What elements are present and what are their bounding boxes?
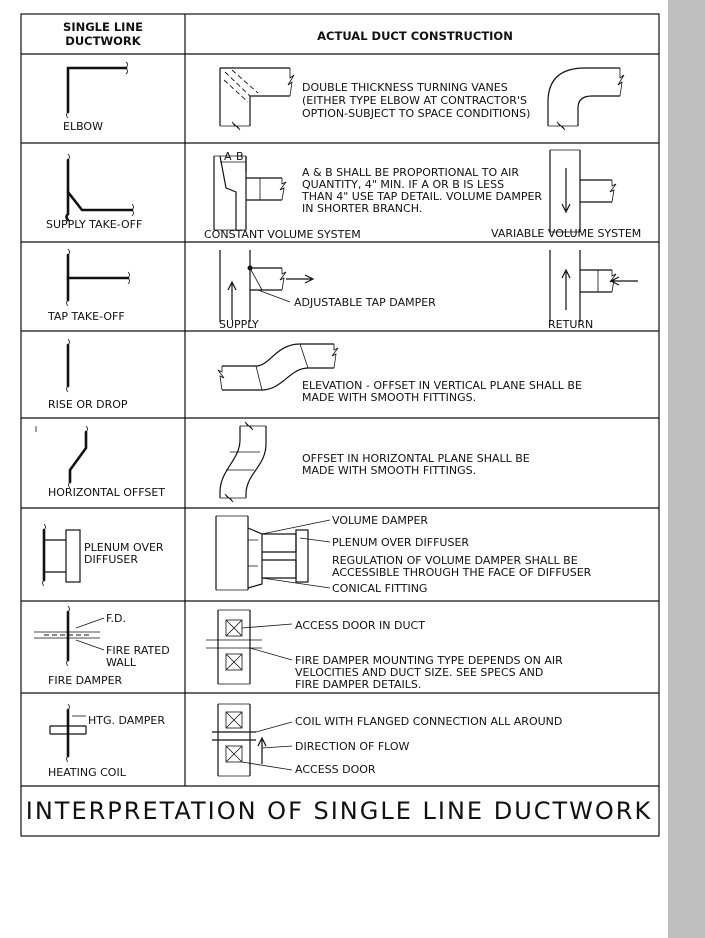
heating-coil-symbol bbox=[49, 703, 87, 763]
fire-wall-label-2: WALL bbox=[106, 656, 137, 669]
supply-right-caption: VARIABLE VOLUME SYSTEM bbox=[491, 227, 641, 240]
plenum-label-line2: DIFFUSER bbox=[84, 553, 138, 566]
heating-coil-label: HEATING COIL bbox=[48, 766, 127, 779]
elbow-label: ELBOW bbox=[63, 120, 103, 133]
fire-damper-symbol bbox=[34, 605, 105, 667]
fire-note-mounting-2: VELOCITIES AND DUCT SIZE. SEE SPECS AND bbox=[295, 666, 543, 679]
tap-supply-detail bbox=[219, 250, 315, 322]
supply-constant-volume-detail bbox=[213, 155, 287, 231]
supply-note-line3: THAN 4" USE TAP DETAIL. VOLUME DAMPER bbox=[301, 190, 542, 203]
plenum-detail bbox=[215, 515, 331, 591]
coil-note-direction: DIRECTION OF FLOW bbox=[295, 740, 410, 753]
supply-label-a: A bbox=[224, 150, 232, 163]
coil-htg-damper-label: HTG. DAMPER bbox=[88, 714, 165, 727]
horizontal-offset-symbol bbox=[35, 425, 88, 489]
plenum-note-regulation-2: ACCESSIBLE THROUGH THE FACE OF DIFFUSER bbox=[332, 566, 592, 579]
offset-note-line2: MADE WITH SMOOTH FITTINGS. bbox=[302, 464, 476, 477]
elbow-symbol bbox=[66, 61, 128, 119]
supply-left-caption: CONSTANT VOLUME SYSTEM bbox=[204, 228, 361, 241]
coil-note-flanged: COIL WITH FLANGED CONNECTION ALL AROUND bbox=[295, 715, 562, 728]
plenum-note-regulation-1: REGULATION OF VOLUME DAMPER SHALL BE bbox=[332, 554, 578, 567]
supply-label-b: B bbox=[236, 150, 244, 163]
supply-note-line2: QUANTITY, 4" MIN. IF A OR B IS LESS bbox=[302, 178, 504, 191]
fire-damper-detail bbox=[206, 609, 293, 685]
elbow-note-line3: OPTION-SUBJECT TO SPACE CONDITIONS) bbox=[302, 107, 530, 120]
plenum-symbol bbox=[42, 523, 81, 587]
fire-wall-label-1: FIRE RATED bbox=[106, 644, 170, 657]
drawing-title: INTERPRETATION OF SINGLE LINE DUCTWORK bbox=[26, 797, 652, 825]
tap-return-detail bbox=[549, 250, 638, 322]
tap-left-caption: SUPPLY bbox=[219, 318, 259, 331]
supply-variable-volume-detail bbox=[549, 149, 617, 233]
coil-note-access-door: ACCESS DOOR bbox=[295, 763, 376, 776]
elbow-radius-detail bbox=[547, 67, 625, 131]
supply-note-line1: A & B SHALL BE PROPORTIONAL TO AIR bbox=[302, 166, 519, 179]
header-col1-line2: DUCTWORK bbox=[65, 34, 141, 48]
tap-right-caption: RETURN bbox=[548, 318, 593, 331]
fire-damper-label: FIRE DAMPER bbox=[48, 674, 123, 687]
rise-drop-detail bbox=[217, 343, 339, 391]
elbow-note-line1: DOUBLE THICKNESS TURNING VANES bbox=[302, 81, 508, 94]
horizontal-offset-detail bbox=[219, 421, 267, 503]
plenum-label-line1: PLENUM OVER bbox=[84, 541, 164, 554]
tap-takeoff-label: TAP TAKE-OFF bbox=[47, 310, 125, 323]
elbow-note-line2: (EITHER TYPE ELBOW AT CONTRACTOR'S bbox=[302, 94, 527, 107]
header-col2: ACTUAL DUCT CONSTRUCTION bbox=[317, 29, 513, 43]
rise-drop-symbol bbox=[66, 338, 70, 393]
elbow-square-detail bbox=[219, 67, 295, 131]
rise-drop-label: RISE OR DROP bbox=[48, 398, 128, 411]
plenum-note-conical: CONICAL FITTING bbox=[332, 582, 427, 595]
supply-takeoff-symbol bbox=[65, 153, 134, 222]
fire-note-mounting-3: FIRE DAMPER DETAILS. bbox=[295, 678, 421, 691]
offset-note-line1: OFFSET IN HORIZONTAL PLANE SHALL BE bbox=[302, 452, 530, 465]
supply-note-line4: IN SHORTER BRANCH. bbox=[302, 202, 422, 215]
fire-note-mounting-1: FIRE DAMPER MOUNTING TYPE DEPENDS ON AIR bbox=[295, 654, 563, 667]
fire-fd-label: F.D. bbox=[106, 612, 126, 625]
rise-note-line1: ELEVATION - OFFSET IN VERTICAL PLANE SHA… bbox=[302, 379, 582, 392]
right-margin-strip bbox=[668, 0, 705, 938]
horizontal-offset-label: HORIZONTAL OFFSET bbox=[48, 486, 165, 499]
tap-note: ADJUSTABLE TAP DAMPER bbox=[294, 296, 436, 309]
fire-note-access-door: ACCESS DOOR IN DUCT bbox=[295, 619, 425, 632]
supply-takeoff-label: SUPPLY TAKE-OFF bbox=[46, 218, 142, 231]
heating-coil-detail bbox=[212, 703, 293, 777]
plenum-note-plenum: PLENUM OVER DIFFUSER bbox=[332, 536, 469, 549]
header-col1-line1: SINGLE LINE bbox=[63, 20, 143, 34]
tap-takeoff-symbol bbox=[66, 248, 130, 307]
plenum-note-volume-damper: VOLUME DAMPER bbox=[332, 514, 428, 527]
rise-note-line2: MADE WITH SMOOTH FITTINGS. bbox=[302, 391, 476, 404]
table-frame bbox=[20, 13, 660, 837]
